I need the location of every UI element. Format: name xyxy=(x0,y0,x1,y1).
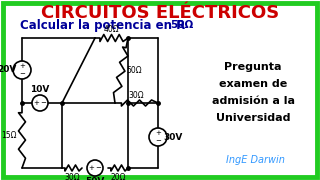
Text: −: − xyxy=(95,165,101,171)
Text: +: + xyxy=(89,165,95,171)
Text: Universidad: Universidad xyxy=(216,113,290,123)
Text: Pregunta: Pregunta xyxy=(224,62,282,72)
Text: IngE Darwin: IngE Darwin xyxy=(226,155,284,165)
Text: −: − xyxy=(155,138,161,144)
Text: +: + xyxy=(155,130,161,136)
Circle shape xyxy=(32,95,48,111)
Text: 30V: 30V xyxy=(163,132,183,141)
Text: 30Ω: 30Ω xyxy=(64,172,80,180)
Text: 15Ω: 15Ω xyxy=(1,131,17,140)
Text: −: − xyxy=(19,71,25,77)
Text: CIRCUITOS ELÉCTRICOS: CIRCUITOS ELÉCTRICOS xyxy=(41,4,279,22)
Text: Calcular la potencia en R: Calcular la potencia en R xyxy=(20,19,186,33)
Text: 50Ω: 50Ω xyxy=(170,21,193,30)
Text: −: − xyxy=(40,100,46,106)
Text: examen de: examen de xyxy=(219,79,287,89)
Circle shape xyxy=(149,128,167,146)
Text: 50Ω: 50Ω xyxy=(127,66,142,75)
Text: +: + xyxy=(34,100,40,106)
Circle shape xyxy=(13,61,31,79)
Text: 40Ω: 40Ω xyxy=(104,26,119,35)
Text: 20Ω: 20Ω xyxy=(110,172,126,180)
Text: 30Ω: 30Ω xyxy=(129,91,144,100)
Text: 20V: 20V xyxy=(0,66,17,75)
Text: admisión a la: admisión a la xyxy=(212,96,294,106)
Circle shape xyxy=(87,160,103,176)
Text: 10V: 10V xyxy=(30,86,50,94)
Text: +: + xyxy=(19,63,25,69)
Text: 50V: 50V xyxy=(85,177,105,180)
